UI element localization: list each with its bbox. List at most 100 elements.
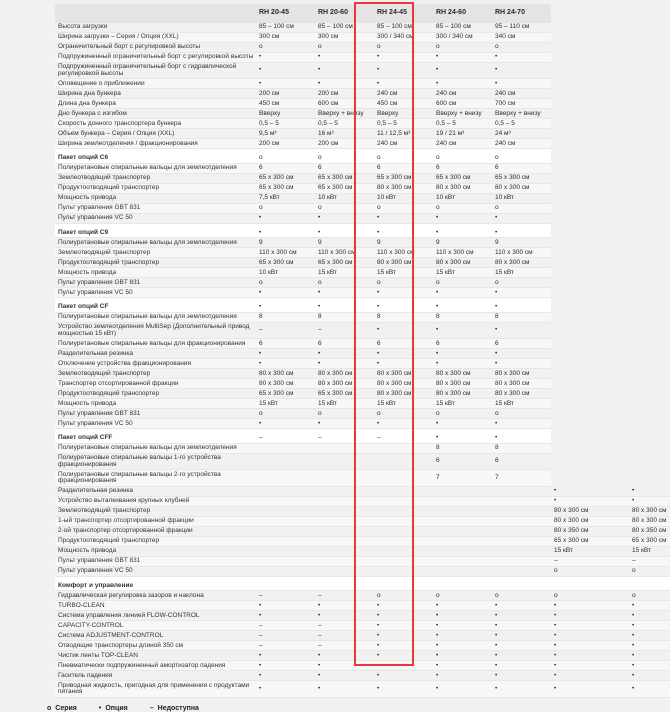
empty-cell [629,428,670,443]
row-label: Система управления линией FLOW-CONTROL [55,610,256,621]
value-cell: 6 [256,163,315,174]
empty-cell [315,536,374,547]
option-dot-cell: • [315,297,374,313]
table-row: Устройство выталкивания крупных клубней •… [55,496,670,507]
value-cell: 600 см [315,98,374,109]
not-available-cell: – [315,428,374,444]
series-circle-cell: o [256,408,315,419]
value-cell: 300 см [315,32,374,43]
empty-cell [374,496,433,507]
row-label: Пакет опций C6 [55,148,256,164]
option-dot-cell: • [551,660,629,671]
series-circle-cell: o [374,408,433,419]
option-dot-cell: • [256,297,315,313]
value-cell: 10 кВт [433,193,492,204]
row-label: Полиуретановые спиральные вальцы для зем… [55,312,256,323]
value-cell: 110 x 300 см [315,247,374,258]
option-dot-cell: • [433,322,492,339]
empty-cell [629,408,670,419]
row-label: Продуктоотводящий транспортер [55,388,256,399]
value-cell: 80 x 300 см [433,183,492,194]
row-label: Мощность привода [55,193,256,204]
option-dot-cell: • [315,78,374,89]
not-available-cell: – [256,620,315,631]
table-row: Полиуретановые спиральные вальцы 2-го ус… [55,469,670,487]
empty-cell [551,247,629,258]
empty-cell [492,526,551,537]
empty-cell [551,338,629,349]
value-cell: 80 x 300 см [433,368,492,379]
table-row: Мощность привода 7,5 кВт 10 кВт 10 кВт 10 кВ… [55,193,670,204]
table-row: Пульт управления VC 50 • • • • • [55,287,670,298]
series-circle-cell: o [256,277,315,288]
option-dot-cell: • [256,78,315,89]
option-dot-cell: • [629,680,670,698]
row-label: Пакет опций CF [55,297,256,313]
option-dot-cell: • [629,600,670,611]
series-circle-cell: o [315,408,374,419]
empty-cell [256,443,315,454]
value-cell: 10 кВт [492,193,551,204]
option-dot-cell: • [256,670,315,681]
empty-cell [629,173,670,183]
empty-cell [256,496,315,507]
option-dot-cell: • [256,418,315,429]
legend: o Серия • Опция – Недоступна [47,705,665,712]
empty-cell [374,556,433,567]
value-cell: 65 x 300 см [629,536,670,547]
table-row: Гаситель падения • • • • • • • [55,670,670,681]
table-row: Землеотводящий транспортер 65 x 300 см 65 … [55,173,670,184]
empty-cell [551,443,629,453]
value-cell: 80 x 300 см [374,183,433,194]
series-circle-cell: o [256,148,315,164]
option-dot-cell: • [374,660,433,671]
value-cell: 80 x 300 см [629,516,670,527]
value-cell: 80 x 300 см [315,368,374,379]
empty-cell [551,267,629,278]
empty-cell [551,576,629,591]
series-circle-cell: o [374,277,433,288]
option-dot-cell: • [492,78,551,89]
row-label: Полиуретановые спиральные вальцы для зем… [55,237,256,248]
option-dot-cell: • [492,322,551,339]
table-row: Отключение устройства фракционирования • •… [55,358,670,369]
row-label: Продуктоотводящий транспортер [55,536,256,547]
col-header-blank-0 [55,4,256,23]
value-cell: 85 – 100 см [433,22,492,33]
row-label: Пакет опций CFF [55,428,256,444]
option-dot-cell: • [315,600,374,611]
row-label: Землеотводящий транспортер [55,173,256,184]
value-cell: 80 x 350 см [551,526,629,537]
series-circle-cell: o [374,203,433,214]
legend-label: Серия [55,704,77,712]
option-dot-cell: • [374,600,433,611]
option-dot-cell: • [374,78,433,89]
value-cell: 8 [433,443,492,454]
series-circle-cell: o [492,590,551,601]
value-cell: 10 кВт [315,193,374,204]
option-dot-cell: • [374,418,433,429]
row-label: Пульт управления GBT 831 [55,556,256,567]
row-label: Ширина загрузки – Серия / Опция (XXL) [55,32,256,43]
option-dot-cell: • [551,650,629,661]
spec-table: RH 20-45 RH 20-60 RH 24-45 RH 24-60 RH 24-70… [55,4,670,698]
table-row: Дно бункера с изгибом Вверху Вверху + вниз… [55,108,670,119]
empty-cell [629,223,670,238]
option-dot-cell: • [374,680,433,698]
value-cell: 0,5 – 5 [315,118,374,129]
option-dot-cell: • [374,650,433,661]
option-dot-cell: • [433,428,492,444]
option-dot-cell: • [492,620,551,631]
table-row: Приводная жидкость, пригодная для примен… [55,680,670,698]
option-dot-cell: • [492,600,551,611]
value-cell: 9 [374,237,433,248]
value-cell: 200 см [256,138,315,149]
value-cell: 9 [433,237,492,248]
empty-cell [629,32,670,42]
empty-cell [551,108,629,119]
series-circle-cell: o [433,590,492,601]
empty-cell [433,566,492,577]
empty-cell [315,453,374,470]
table-row: Ширина загрузки – Серия / Опция (XXL) 300… [55,32,670,43]
value-cell: 65 x 300 см [433,173,492,184]
